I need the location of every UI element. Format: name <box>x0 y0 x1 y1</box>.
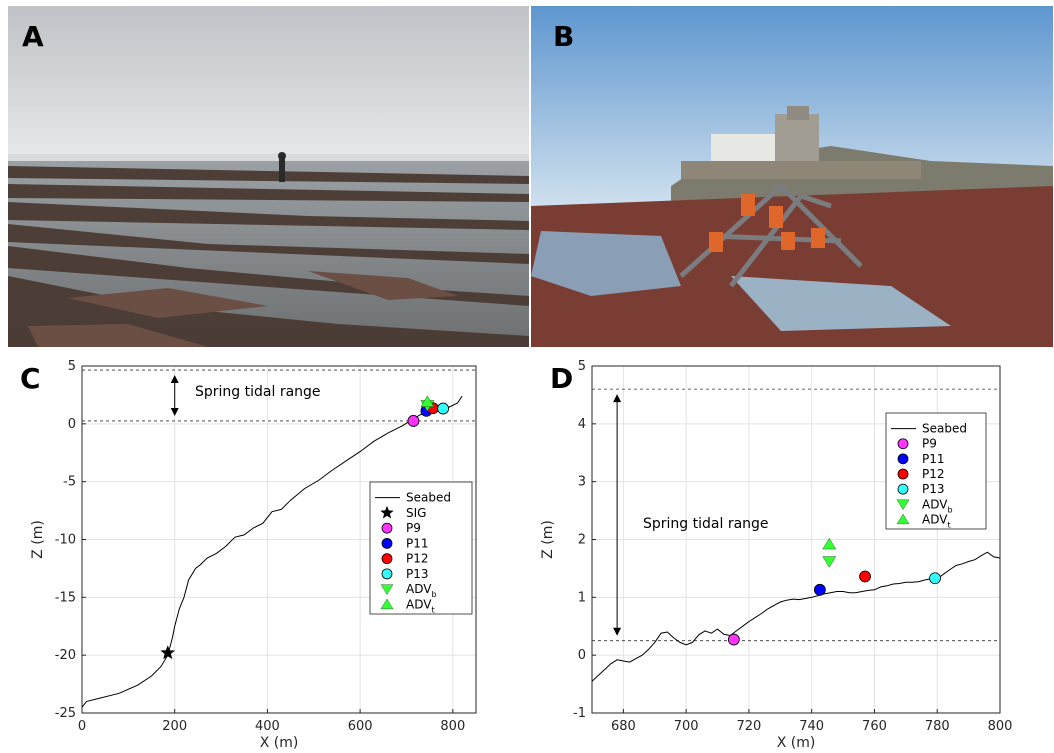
tick-label-y: -25 <box>55 706 76 721</box>
p13-marker <box>929 572 941 585</box>
tidal-range-arrow-head-up <box>613 394 622 403</box>
tick-label-y: 3 <box>578 475 586 490</box>
legend-swatch-adv-t <box>380 598 394 610</box>
tick-label-x: 800 <box>440 719 465 734</box>
tick-label-y: 0 <box>68 417 76 432</box>
x-axis-label: X (m) <box>777 735 816 751</box>
photo-a-rocky-platform: A <box>8 6 529 347</box>
tick-label-y: 0 <box>578 648 586 663</box>
legend-label: P9 <box>922 437 937 451</box>
panel-label-d: D <box>550 362 573 395</box>
panel-label-a: A <box>22 20 44 53</box>
p9-marker <box>727 633 740 646</box>
tick-label-x: 680 <box>611 719 636 734</box>
tidal-range-arrow-head-down <box>613 627 622 636</box>
tidal-range-annotation: Spring tidal range <box>643 516 769 532</box>
x-axis-label: X (m) <box>260 735 299 751</box>
legend-label: ADVb <box>406 582 437 599</box>
legend-swatch-p9 <box>381 522 393 534</box>
legend-label: P11 <box>922 452 945 466</box>
legend-swatch-adv-t <box>896 513 910 525</box>
adv-t-marker <box>420 395 435 407</box>
tick-label-y: -10 <box>55 533 76 548</box>
tick-label-x: 720 <box>737 719 762 734</box>
p12-marker <box>859 570 871 583</box>
tidal-range-arrow-head-down <box>170 407 179 416</box>
legend-label: ADVt <box>406 597 435 614</box>
tick-label-y: 4 <box>578 417 586 432</box>
tick-label-y: -1 <box>573 706 586 721</box>
tick-label-x: 0 <box>78 719 86 734</box>
tick-label-x: 600 <box>348 719 373 734</box>
legend-label: Seabed <box>406 491 451 505</box>
chart-d: 680 700 720 740 760 780 800 -1 0 1 2 3 4 5 X (m) Z (m) S… <box>540 359 1012 751</box>
tick-label-y: 1 <box>578 590 586 605</box>
adv-b-marker <box>822 556 837 568</box>
tick-label-y: -15 <box>55 590 76 605</box>
legend-swatch-p12 <box>897 468 909 480</box>
legend-label: SIG <box>406 506 426 520</box>
legend-swatch-p12 <box>381 553 393 565</box>
legend-label: P11 <box>406 536 429 550</box>
adv-t-marker <box>822 537 837 550</box>
legend-label: P9 <box>406 521 421 535</box>
y-axis-label: Z (m) <box>540 520 556 559</box>
sig-marker <box>160 645 176 660</box>
panel-label-c: C <box>20 362 41 395</box>
tick-label-y: 5 <box>578 359 586 374</box>
y-axis-label: Z (m) <box>30 520 46 559</box>
tick-label-x: 760 <box>862 719 887 734</box>
seabed-profile-line <box>591 551 1001 682</box>
legend-label: P12 <box>406 552 429 566</box>
panel-label-b: B <box>553 20 574 53</box>
legend-label: P13 <box>922 482 945 496</box>
chart-c: 0 200 400 600 800 -25 -20 -15 -10 -5 0 5 X (m) Z (m) S… <box>30 359 477 751</box>
p9-marker <box>407 415 420 427</box>
tick-label-x: 200 <box>162 719 187 734</box>
tick-label-y: 2 <box>578 533 586 548</box>
tidal-range-arrow-head-up <box>170 375 179 384</box>
tick-label-y: -5 <box>63 475 76 490</box>
legend-swatch-p11 <box>897 453 909 465</box>
legend-label: ADVb <box>922 497 953 514</box>
legend-swatch-adv-b <box>380 584 394 595</box>
tick-label-x: 700 <box>674 719 699 734</box>
tick-label-x: 780 <box>925 719 950 734</box>
legend-swatch-p11 <box>381 537 393 549</box>
legend-label: Seabed <box>922 422 967 436</box>
tick-label-x: 400 <box>255 719 280 734</box>
legend-label: ADVt <box>922 512 951 529</box>
legend-label: P12 <box>922 467 945 481</box>
legend-swatch-sig <box>380 505 394 519</box>
legend-swatch-adv-b <box>896 499 910 510</box>
tidal-range-annotation: Spring tidal range <box>195 384 321 400</box>
photo-b-instrument-frame: B <box>531 6 1053 347</box>
p11-marker <box>813 583 826 596</box>
p13-marker <box>437 402 449 415</box>
legend-swatch-p13 <box>897 483 909 495</box>
seabed-profile-line <box>81 395 463 708</box>
tick-label-y: -20 <box>55 648 76 663</box>
tick-label-x: 800 <box>988 719 1013 734</box>
legend-label: P13 <box>406 567 429 581</box>
tick-label-x: 740 <box>799 719 824 734</box>
legend-swatch-p13 <box>381 568 393 580</box>
tick-label-y: 5 <box>68 359 76 374</box>
legend-swatch-p9 <box>897 438 909 450</box>
